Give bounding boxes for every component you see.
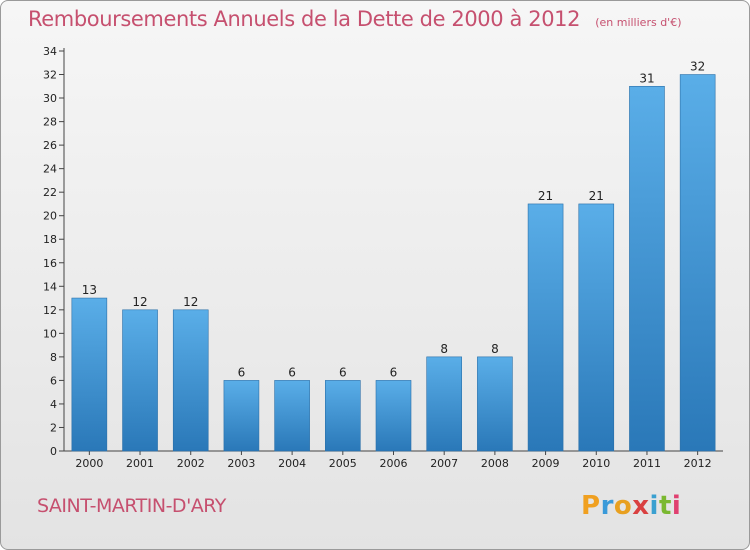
logo-letter: i	[649, 491, 659, 521]
y-tick-label: 6	[50, 374, 57, 387]
bar	[223, 380, 260, 452]
x-axis: 2000 2001 2002 2003 2004 2005 2006 2007 2008 2009…	[64, 450, 723, 470]
logo-letter: r	[600, 491, 614, 521]
x-tick-label: 2001	[126, 457, 154, 470]
bar	[629, 85, 665, 452]
x-tick-label: 2005	[329, 457, 357, 470]
y-tick-label: 14	[43, 280, 57, 293]
proxiti-logo[interactable]: Proxiti	[581, 491, 681, 521]
y-tick-label: 34	[43, 45, 57, 58]
logo-letter: i	[671, 491, 682, 521]
y-tick-label: 28	[43, 116, 57, 129]
x-tick-label: 2007	[430, 457, 458, 470]
logo-letter: t	[658, 491, 672, 521]
value-label: 6	[339, 365, 347, 379]
x-tick-label: 2000	[75, 457, 103, 470]
bar	[578, 203, 615, 452]
place-name: SAINT-MARTIN-D'ARY	[37, 495, 226, 517]
bar	[325, 380, 361, 452]
chart-subtitle: (en milliers d'€)	[595, 16, 682, 29]
x-tick-label: 2009	[532, 457, 560, 470]
y-tick-label: 32	[43, 69, 57, 82]
title-row: Remboursements Annuels de la Dette de 20…	[28, 7, 681, 31]
y-tick-label: 0	[50, 445, 57, 458]
value-label: 12	[132, 295, 147, 309]
x-tick-label: 2008	[481, 457, 509, 470]
value-label: 6	[288, 365, 296, 379]
x-tick-label: 2006	[380, 457, 408, 470]
bar	[172, 309, 209, 452]
value-labels-group: 13 12 12 6 6 6 6 8 8 21 21 31 32	[82, 60, 706, 380]
chart-title: Remboursements Annuels de la Dette de 20…	[28, 7, 581, 31]
value-label: 6	[390, 365, 398, 379]
y-tick-label: 4	[50, 398, 57, 411]
y-tick-label: 18	[43, 233, 57, 246]
y-tick-label: 20	[43, 210, 57, 223]
x-tick-label: 2011	[633, 457, 661, 470]
logo-letter: P	[581, 491, 601, 521]
x-tick-label: 2003	[227, 457, 255, 470]
value-label: 6	[238, 365, 246, 379]
y-tick-label: 24	[43, 163, 57, 176]
value-label: 12	[183, 295, 198, 309]
x-tick-label: 2012	[684, 457, 712, 470]
y-tick-label: 8	[50, 351, 57, 364]
y-tick-label: 2	[50, 421, 57, 434]
bar	[477, 356, 513, 452]
x-tick-label: 2010	[582, 457, 610, 470]
value-label: 21	[589, 189, 604, 203]
value-label: 31	[639, 71, 654, 85]
y-tick-label: 16	[43, 257, 57, 270]
y-tick-label: 10	[43, 327, 57, 340]
y-tick-label: 30	[43, 92, 57, 105]
bar	[274, 380, 310, 452]
bar	[679, 74, 716, 452]
value-label: 21	[538, 189, 553, 203]
logo-letter: x	[632, 491, 650, 521]
bar	[122, 309, 158, 452]
x-tick-label: 2002	[177, 457, 205, 470]
bar	[375, 380, 412, 452]
y-tick-label: 12	[43, 304, 57, 317]
y-tick-label: 22	[43, 186, 57, 199]
value-label: 8	[440, 342, 448, 356]
bars-group	[71, 74, 716, 452]
logo-letter: o	[613, 491, 633, 521]
value-label: 13	[82, 283, 97, 297]
bar	[527, 203, 564, 452]
x-tick-label: 2004	[278, 457, 306, 470]
bar	[71, 297, 108, 452]
value-label: 8	[491, 342, 499, 356]
bar	[426, 356, 462, 452]
value-label: 32	[690, 60, 705, 74]
y-tick-label: 26	[43, 139, 57, 152]
